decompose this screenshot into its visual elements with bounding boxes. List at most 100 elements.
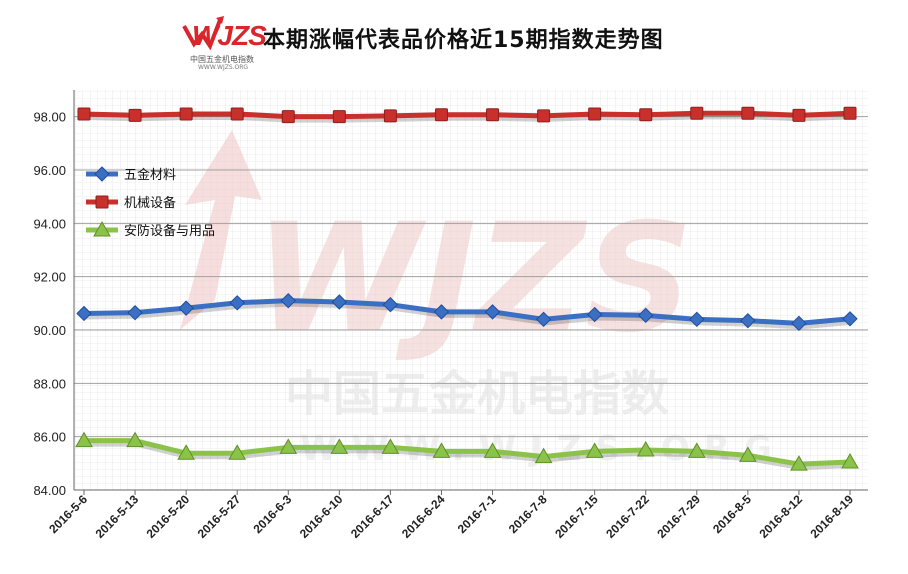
data-point — [638, 307, 654, 324]
x-tick-label: 2016-5-27 — [195, 492, 244, 541]
series-line-shadow — [85, 300, 853, 330]
data-point — [588, 107, 602, 121]
data-point — [486, 108, 500, 122]
series-3 — [75, 431, 859, 471]
data-point — [484, 304, 501, 320]
logo-subtitle: 中国五金机电指数 — [190, 55, 254, 64]
x-tick-label: 2016-6-24 — [399, 492, 448, 541]
data-point — [790, 455, 808, 471]
legend-label: 五金材料 — [124, 167, 176, 183]
series-layer — [75, 106, 859, 471]
x-tick-label: 2016-7-1 — [455, 492, 499, 536]
data-point — [331, 294, 348, 310]
data-point — [841, 452, 859, 469]
data-point — [432, 442, 451, 458]
data-point — [534, 447, 553, 464]
data-point — [127, 304, 143, 321]
y-tick-label: 94.00 — [33, 216, 66, 231]
x-tick-label: 2016-7-8 — [506, 492, 550, 536]
logo-text: WJZS — [192, 20, 267, 51]
data-point — [179, 107, 193, 121]
watermark-arrow-icon — [180, 130, 262, 330]
x-tick-label: 2016-8-12 — [756, 492, 805, 541]
data-point — [332, 110, 346, 124]
data-point — [382, 296, 399, 313]
data-point — [842, 311, 858, 327]
data-point — [279, 438, 298, 454]
data-point — [228, 444, 247, 460]
data-point — [126, 431, 144, 448]
x-tick-label: 2016-7-29 — [654, 492, 703, 541]
data-point — [75, 431, 93, 448]
x-tick-label: 2016-6-10 — [297, 492, 346, 541]
x-tick-label: 2016-5-13 — [93, 492, 142, 541]
data-point — [585, 442, 604, 458]
series-line — [83, 110, 851, 120]
y-tick-label: 84.00 — [33, 483, 66, 498]
watermark-cn-text: 中国五金机电指数 — [285, 366, 669, 422]
x-tick-label: 2016-8-19 — [808, 492, 857, 541]
data-point — [330, 438, 349, 454]
watermark-logo-text: WJZS — [255, 192, 693, 366]
x-tick-label: 2016-6-17 — [348, 492, 397, 541]
y-tick-label: 90.00 — [33, 323, 66, 338]
y-tick-label: 92.00 — [33, 270, 66, 285]
legend-marker — [94, 166, 110, 182]
data-point — [229, 295, 245, 311]
wjzs-logo: WJZS 中国五金机电指数 WWW.WJZS.ORG — [180, 14, 267, 72]
legend-marker — [93, 220, 111, 237]
chart-title: 本期涨幅代表品价格近15期指数走势图 — [263, 28, 664, 53]
logo-url: WWW.WJZS.ORG — [198, 64, 249, 71]
data-point — [791, 315, 807, 332]
data-point — [383, 109, 397, 123]
data-point — [128, 108, 142, 122]
watermark: WJZS 中国五金机电指数 WWW.WJZS.ORG — [180, 130, 772, 469]
data-point — [281, 110, 295, 124]
data-point — [689, 311, 705, 328]
data-point — [740, 312, 756, 329]
x-tick-label: 2016-7-15 — [552, 492, 601, 541]
series-line — [83, 298, 851, 326]
data-point — [280, 292, 296, 309]
data-point — [434, 108, 448, 122]
data-point — [535, 311, 552, 328]
x-tick-label: 2016-5-6 — [46, 492, 90, 536]
data-point — [177, 444, 195, 460]
data-point — [178, 300, 194, 316]
y-tick-label: 88.00 — [33, 376, 66, 391]
data-point — [639, 108, 653, 122]
data-point — [483, 442, 502, 458]
legend-label: 安防设备与用品 — [124, 223, 215, 239]
x-axis: 2016-5-6 2016-5-13 2016-5-20 2016-5-27 2016-… — [46, 489, 868, 541]
y-tick-label: 98.00 — [33, 110, 66, 125]
data-point — [76, 305, 92, 322]
header: WJZS 中国五金机电指数 WWW.WJZS.ORG 本期涨幅代表品价格近15期… — [0, 0, 908, 75]
data-point — [843, 106, 857, 120]
x-tick-label: 2016-5-20 — [144, 492, 193, 541]
data-point — [792, 108, 806, 122]
data-point — [636, 440, 655, 457]
data-point — [741, 106, 755, 120]
x-tick-label: 2016-7-22 — [603, 492, 652, 541]
data-point — [586, 306, 603, 323]
series-1 — [76, 292, 858, 332]
series-line-shadow — [85, 113, 853, 123]
data-point — [230, 107, 244, 121]
series-2 — [77, 106, 857, 124]
y-tick-label: 86.00 — [33, 430, 66, 445]
logo-arrow-icon — [182, 16, 224, 51]
data-point — [537, 109, 551, 123]
series-line-shadow — [86, 440, 853, 471]
data-point — [433, 304, 450, 320]
y-tick-label: 96.00 — [33, 163, 66, 178]
data-point — [381, 438, 400, 454]
x-tick-label: 2016-8-5 — [710, 492, 754, 536]
data-point — [690, 106, 704, 120]
series-line — [84, 438, 851, 467]
legend-label: 机械设备 — [124, 195, 176, 211]
data-point — [77, 107, 91, 121]
data-point — [687, 442, 706, 458]
x-tick-label: 2016-6-3 — [251, 492, 295, 536]
